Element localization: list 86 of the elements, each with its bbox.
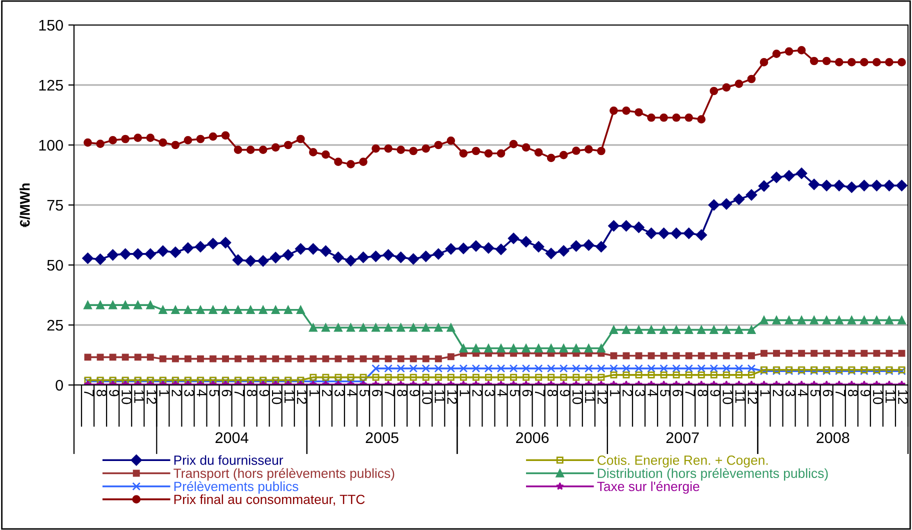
text: 2005: [366, 432, 398, 444]
legend-label: Transport (hors prélèvements publics): [174, 468, 394, 481]
y-tick-label: 50: [47, 260, 63, 271]
x-tick-label: 5: [810, 390, 820, 396]
x-tick-label: 4: [347, 389, 357, 396]
y-axis-title: €/MWh: [20, 183, 30, 228]
y-tick-label: 150: [39, 20, 63, 31]
x-tick-label: 6: [822, 390, 833, 396]
legend-label: Prix du fournisseur: [174, 455, 284, 465]
x-tick-label: 3: [785, 390, 796, 396]
y-tick-label: 0: [56, 380, 63, 391]
x-tick-label: 10: [422, 390, 432, 404]
x-tick-label: 9: [109, 390, 119, 396]
y-tick-label: 25: [47, 320, 63, 331]
x-tick-label: 2: [472, 390, 482, 396]
x-tick-label: 3: [334, 390, 344, 396]
x-tick-label: 5: [510, 390, 520, 396]
x-tick-label: 4: [497, 389, 507, 396]
x-tick-label: 5: [209, 390, 219, 396]
text: 2007: [666, 432, 699, 444]
text: 2008: [816, 432, 850, 444]
x-tick-label: 11: [284, 390, 294, 403]
x-tick-label: 12: [297, 390, 307, 404]
legend-label: Prix final au consommateur, TTC: [174, 494, 365, 506]
x-tick-label: 8: [547, 390, 558, 396]
x-tick-label: 3: [184, 390, 194, 396]
x-tick-label: 4: [648, 389, 658, 396]
x-tick-label: 10: [722, 390, 733, 404]
x-tick-label: 8: [96, 390, 106, 396]
y-tick-label: 100: [39, 140, 63, 151]
x-tick-label: 12: [146, 390, 156, 404]
text: Distribution (hors prélèvements publics): [598, 468, 828, 481]
x-tick-label: 7: [84, 390, 94, 396]
x-tick-label: 7: [384, 390, 394, 396]
x-tick-label: 9: [259, 390, 270, 396]
x-tick-label: 6: [522, 390, 532, 396]
x-tick-label: 11: [434, 390, 444, 403]
x-tick-label: 10: [272, 390, 282, 404]
text: Cotis. Energie Ren. + Cogen.: [598, 455, 768, 468]
text: 2004: [216, 432, 248, 444]
text: Taxe sur l'énergie: [597, 481, 700, 494]
y-tick-label: 75: [47, 200, 63, 211]
x-tick-label: 8: [848, 390, 858, 396]
x-tick-label: 12: [598, 390, 608, 404]
x-tick-label: 12: [898, 390, 908, 404]
x-tick-label: 1: [610, 390, 620, 396]
y-tick-label: 125: [39, 80, 63, 91]
x-tick-label: 6: [672, 390, 682, 396]
x-tick-label: 11: [134, 390, 144, 403]
x-tick-label: 11: [735, 390, 745, 403]
x-tick-label: 4: [196, 389, 206, 396]
x-tick-label: 4: [798, 389, 808, 396]
x-tick-label: 2: [322, 390, 332, 396]
x-tick-label: 2: [172, 390, 182, 396]
x-tick-label: 5: [360, 390, 370, 396]
x-tick-label: 7: [534, 390, 545, 396]
x-tick-label: 8: [397, 390, 407, 396]
x-tick-label: 7: [685, 390, 695, 396]
x-tick-label: 6: [222, 390, 232, 396]
x-tick-label: 5: [660, 390, 670, 396]
x-tick-label: 1: [310, 390, 320, 396]
x-tick-label: 11: [585, 390, 595, 403]
x-tick-label: 3: [635, 390, 645, 396]
x-tick-label: 9: [860, 390, 870, 396]
x-tick-label: 8: [698, 390, 708, 396]
x-tick-label: 12: [748, 390, 758, 404]
x-tick-label: 12: [447, 390, 458, 404]
x-tick-label: 7: [836, 390, 846, 396]
x-tick-label: 1: [159, 390, 169, 396]
x-tick-label: 9: [560, 390, 570, 396]
x-tick-label: 11: [886, 390, 896, 403]
x-tick-label: 3: [484, 390, 495, 396]
x-tick-label: 7: [234, 390, 244, 396]
legend-label: Prélèvements publics: [174, 481, 298, 494]
x-tick-label: 9: [410, 390, 420, 396]
x-tick-label: 10: [872, 390, 883, 404]
x-tick-label: 10: [122, 390, 132, 404]
x-tick-label: 2: [772, 390, 783, 396]
x-tick-label: 6: [372, 390, 382, 396]
x-tick-label: 2: [622, 390, 632, 396]
x-tick-label: 1: [460, 390, 470, 396]
x-tick-label: 1: [760, 390, 770, 396]
x-tick-label: 10: [572, 390, 582, 404]
text: 2006: [516, 432, 549, 444]
x-tick-label: 9: [710, 390, 720, 396]
x-tick-label: 8: [246, 390, 257, 396]
